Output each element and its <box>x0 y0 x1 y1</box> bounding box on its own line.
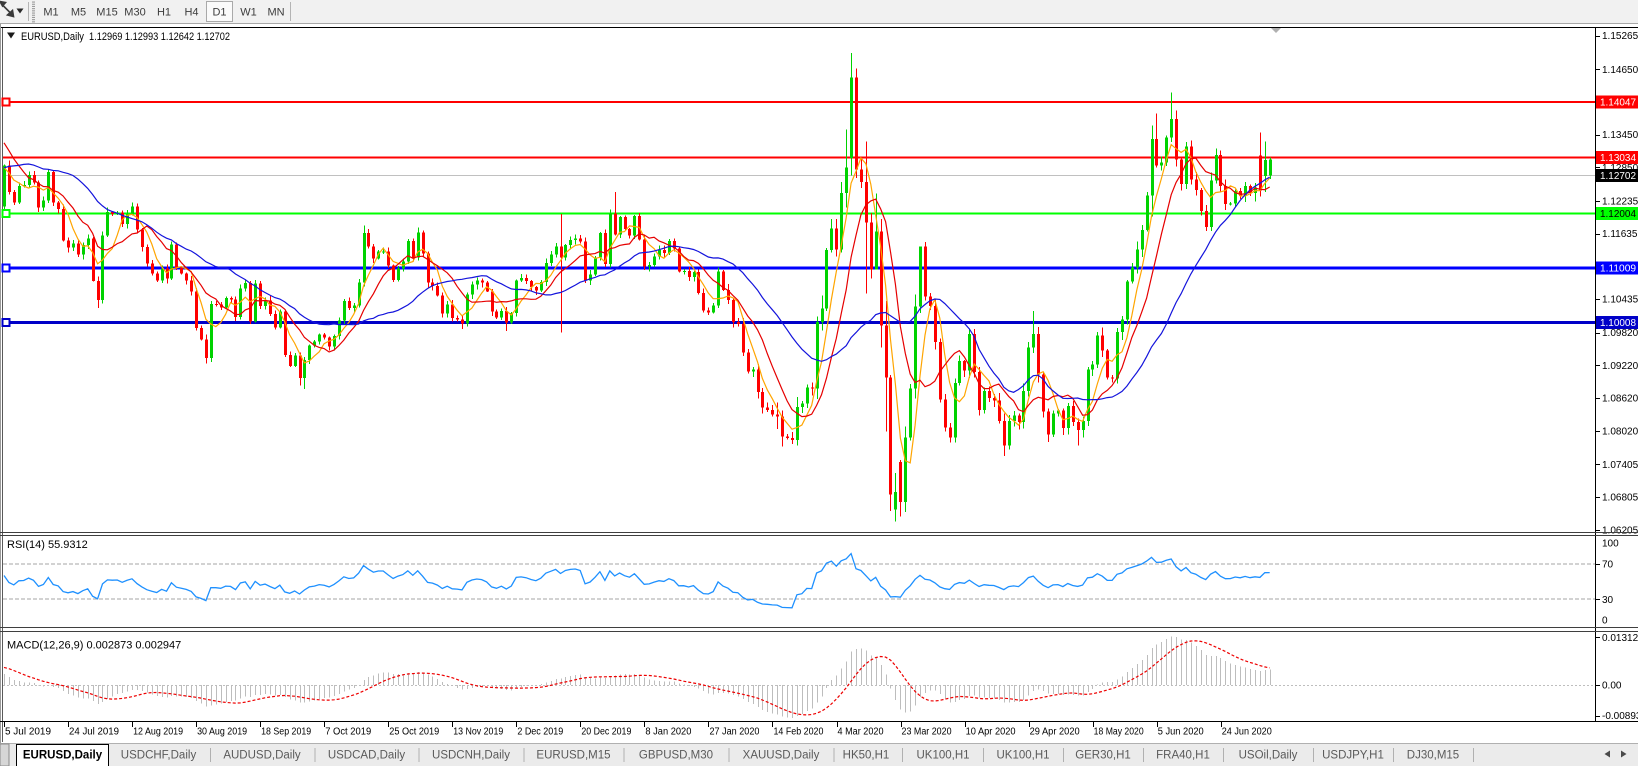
svg-text:5 Jul 2019: 5 Jul 2019 <box>5 727 51 738</box>
svg-text:EURUSD,Daily: EURUSD,Daily <box>23 750 103 762</box>
svg-text:GBPUSD,M30: GBPUSD,M30 <box>639 750 713 762</box>
svg-text:1.10008: 1.10008 <box>1600 318 1636 329</box>
svg-text:USOil,Daily: USOil,Daily <box>1239 750 1298 762</box>
svg-text:UK100,H1: UK100,H1 <box>916 750 969 762</box>
svg-text:1.06205: 1.06205 <box>1602 525 1638 536</box>
svg-text:USDJPY,H1: USDJPY,H1 <box>1322 750 1384 762</box>
svg-text:H1: H1 <box>157 7 171 19</box>
svg-text:M30: M30 <box>124 7 145 19</box>
svg-text:29 Apr 2020: 29 Apr 2020 <box>1030 727 1080 738</box>
svg-text:GER30,H1: GER30,H1 <box>1075 750 1131 762</box>
svg-text:1.12702: 1.12702 <box>1600 171 1636 182</box>
svg-text:8 Jan 2020: 8 Jan 2020 <box>645 727 691 738</box>
svg-text:MACD(12,26,9) 0.002873 0.00294: MACD(12,26,9) 0.002873 0.002947 <box>7 640 181 652</box>
svg-text:1.12850: 1.12850 <box>1602 163 1638 174</box>
svg-text:RSI(14) 55.9312: RSI(14) 55.9312 <box>7 539 88 551</box>
svg-text:M15: M15 <box>96 7 117 19</box>
svg-text:18 Sep 2019: 18 Sep 2019 <box>261 727 311 738</box>
svg-text:7 Oct 2019: 7 Oct 2019 <box>325 727 371 738</box>
svg-text:25 Oct 2019: 25 Oct 2019 <box>389 727 439 738</box>
svg-text:1.06805: 1.06805 <box>1602 493 1638 504</box>
svg-text:14 Feb 2020: 14 Feb 2020 <box>773 727 823 738</box>
svg-text:H4: H4 <box>184 7 198 19</box>
svg-text:2 Dec 2019: 2 Dec 2019 <box>517 727 563 738</box>
svg-text:USDCHF,Daily: USDCHF,Daily <box>121 750 197 762</box>
svg-text:UK100,H1: UK100,H1 <box>996 750 1049 762</box>
svg-text:0.013121: 0.013121 <box>1602 633 1638 644</box>
svg-text:-0.008933: -0.008933 <box>1602 711 1638 722</box>
svg-text:1.13450: 1.13450 <box>1602 130 1638 141</box>
svg-text:USDCAD,Daily: USDCAD,Daily <box>328 750 406 762</box>
svg-text:12 Aug 2019: 12 Aug 2019 <box>133 727 183 738</box>
svg-text:1.14650: 1.14650 <box>1602 65 1638 76</box>
svg-text:M5: M5 <box>71 7 86 19</box>
svg-text:1.11635: 1.11635 <box>1602 229 1638 240</box>
svg-text:D1: D1 <box>212 7 226 19</box>
svg-text:13 Nov 2019: 13 Nov 2019 <box>453 727 503 738</box>
svg-text:USDCNH,Daily: USDCNH,Daily <box>432 750 510 762</box>
svg-text:24 Jun 2020: 24 Jun 2020 <box>1222 727 1272 738</box>
svg-text:70: 70 <box>1602 559 1614 570</box>
svg-text:1.10435: 1.10435 <box>1602 295 1638 306</box>
svg-text:18 May 2020: 18 May 2020 <box>1094 727 1144 738</box>
svg-text:XAUUSD,Daily: XAUUSD,Daily <box>743 750 820 762</box>
svg-text:1.09820: 1.09820 <box>1602 328 1638 339</box>
svg-text:24 Jul 2019: 24 Jul 2019 <box>69 727 119 738</box>
svg-text:EURUSD,Daily: EURUSD,Daily <box>21 31 84 43</box>
svg-text:1.08620: 1.08620 <box>1602 394 1638 405</box>
svg-text:M1: M1 <box>43 7 58 19</box>
svg-text:0: 0 <box>1602 616 1608 627</box>
svg-text:4 Mar 2020: 4 Mar 2020 <box>838 727 884 738</box>
svg-text:30 Aug 2019: 30 Aug 2019 <box>197 727 247 738</box>
svg-text:1.11009: 1.11009 <box>1600 263 1636 274</box>
svg-text:0.00: 0.00 <box>1602 681 1622 692</box>
svg-text:1.09220: 1.09220 <box>1602 361 1638 372</box>
svg-text:FRA40,H1: FRA40,H1 <box>1156 750 1210 762</box>
svg-text:HK50,H1: HK50,H1 <box>843 750 890 762</box>
svg-text:1.08020: 1.08020 <box>1602 426 1638 437</box>
svg-text:1.07405: 1.07405 <box>1602 460 1638 471</box>
svg-text:1.12969 1.12993 1.12642 1.1270: 1.12969 1.12993 1.12642 1.12702 <box>89 31 230 43</box>
svg-text:1.12004: 1.12004 <box>1600 209 1636 220</box>
svg-text:MN: MN <box>267 7 284 19</box>
svg-text:EURUSD,M15: EURUSD,M15 <box>536 750 610 762</box>
svg-text:1.13034: 1.13034 <box>1600 153 1636 164</box>
svg-text:AUDUSD,Daily: AUDUSD,Daily <box>223 750 301 762</box>
svg-text:1.15265: 1.15265 <box>1602 31 1638 42</box>
svg-text:DJ30,M15: DJ30,M15 <box>1407 750 1459 762</box>
svg-text:27 Jan 2020: 27 Jan 2020 <box>709 727 759 738</box>
svg-text:1.12235: 1.12235 <box>1602 196 1638 207</box>
svg-text:23 Mar 2020: 23 Mar 2020 <box>902 727 952 738</box>
svg-text:10 Apr 2020: 10 Apr 2020 <box>966 727 1016 738</box>
svg-text:1.14047: 1.14047 <box>1600 98 1636 109</box>
svg-text:30: 30 <box>1602 595 1614 606</box>
svg-text:W1: W1 <box>240 7 257 19</box>
svg-text:20 Dec 2019: 20 Dec 2019 <box>581 727 631 738</box>
svg-text:100: 100 <box>1602 538 1619 549</box>
svg-text:5 Jun 2020: 5 Jun 2020 <box>1158 727 1204 738</box>
